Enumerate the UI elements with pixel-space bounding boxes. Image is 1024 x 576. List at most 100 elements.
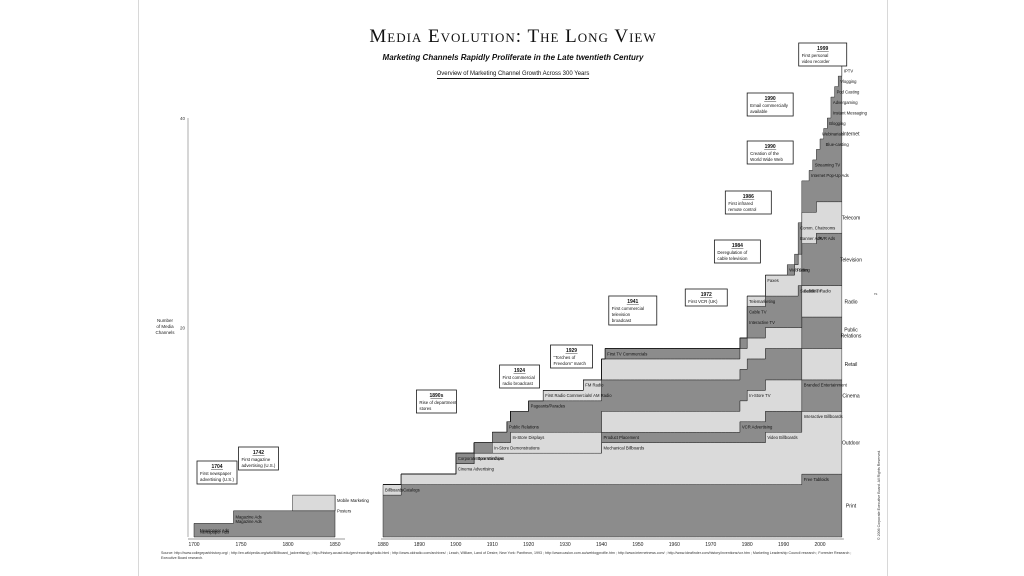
annotation-box [196, 460, 238, 485]
annotation-year: 1890s [429, 393, 443, 399]
x-tick-label: 1940 [596, 542, 607, 548]
annotation-text: remote control [728, 207, 756, 212]
band-name-label: Print [846, 504, 857, 510]
y-tick-label: 20 [180, 326, 186, 331]
band-name-label: Internet [843, 132, 861, 138]
channel-label: In-Store TV [749, 393, 771, 398]
channel-label: Newspaper Ads [200, 529, 229, 534]
x-tick-label: 1970 [705, 542, 716, 548]
channel-label: Cinema Advertising [458, 467, 495, 472]
annotation-box [550, 344, 593, 369]
annotation-text: First magazine [241, 457, 270, 462]
channel-label: In-Store Demonstrations [494, 446, 539, 451]
band-name-label: Retail [845, 362, 858, 368]
overview-caption-text: Overview of Marketing Channel Growth Acr… [436, 71, 590, 79]
channel-label: Magazine Ads [235, 515, 261, 520]
channel-label: Billboards [385, 487, 403, 492]
annotation-box [416, 389, 457, 414]
annotation-year: 1704 [211, 464, 222, 470]
annotation-year: 1990 [765, 96, 776, 102]
channel-label: Internet Pop-Up Ads [811, 173, 849, 178]
annotation-text: Rise of department [419, 400, 457, 405]
band-name-label: Telecom [842, 216, 861, 222]
annotation-text: available [750, 109, 768, 114]
channel-label: VCR Advertising [742, 425, 773, 430]
channel-label: Newspaper Ads [200, 528, 229, 533]
annotation-box [238, 446, 279, 471]
annotation-text: advertising (U.S.) [200, 477, 234, 482]
channel-label: Web Sites [789, 267, 808, 272]
annotation-text: television [612, 312, 631, 317]
annotation-text: stores [419, 406, 432, 411]
channel-label: Pod Casting [837, 89, 860, 94]
annotation-text: First personal [802, 53, 829, 58]
chart-subtitle: Marketing Channels Rapidly Proliferate i… [382, 53, 644, 62]
channel-label: Texting [797, 267, 811, 272]
annotation-text: First commercial [612, 306, 644, 311]
annotation-box [746, 92, 794, 117]
source-note: Source: http://www.collegeparkhistory.or… [161, 551, 852, 560]
x-tick-label: 2000 [814, 542, 825, 548]
channel-label: Product Placement [604, 435, 640, 440]
annotation-year: 1984 [732, 243, 743, 249]
annotation-box [608, 295, 658, 326]
chart-overview-caption: Overview of Marketing Channel Growth Acr… [139, 71, 887, 79]
channel-label: Blue-casting [826, 142, 850, 147]
channel-label: Vlogging [840, 79, 857, 84]
channel-label: Satellite TV [800, 288, 822, 293]
annotation-text: cable television [717, 256, 748, 261]
band-internet [382, 65, 843, 485]
x-tick-label: 1930 [560, 542, 571, 548]
annotation-box [746, 140, 794, 165]
chart-title: Media Evolution: The Long View [369, 26, 657, 47]
annotation-text: video recorder [802, 59, 831, 64]
x-tick-label: 1900 [450, 542, 461, 548]
band-name-label: Television [840, 257, 862, 263]
channel-label: FM Radio [585, 383, 604, 388]
band-print-early [193, 495, 336, 538]
channel-label: Branded Entertainment [804, 383, 848, 388]
slide: Media Evolution: The Long View Marketing… [138, 0, 888, 576]
x-tick-label: 1960 [669, 542, 680, 548]
y-axis-label-line: of Media [156, 324, 174, 329]
x-tick-label: 1890 [414, 542, 425, 548]
channel-label: Cable TV [749, 309, 767, 314]
band-outdoor-early [292, 494, 336, 512]
copyright-note: © 2006 Corporate Executive Board. All Ri… [877, 449, 881, 540]
band-name-label: Cinema [842, 394, 859, 400]
annotation-text: broadcast [612, 318, 632, 323]
annotation-text: Deregulation of [717, 250, 748, 255]
annotation-text: First commercial [503, 375, 535, 380]
y-tick-label: 40 [180, 116, 186, 121]
channel-label: IPTV [844, 68, 854, 73]
channel-label: Mechanical Billboards [604, 446, 645, 451]
annotation-year: 1941 [627, 299, 638, 305]
channel-label: Faxes [767, 278, 778, 283]
x-tick-label: 1750 [235, 542, 246, 548]
annotation-year: 1990 [765, 144, 776, 150]
annotation-year: 1924 [514, 368, 525, 374]
channel-label: Telemarketing [749, 299, 776, 304]
annotation-box [713, 239, 761, 264]
annotation-text: Creation of the [750, 151, 779, 156]
x-tick-label: 1910 [487, 542, 498, 548]
annotation-text: advertising (U.S.) [241, 463, 275, 468]
annotation-text: Email commercially [750, 103, 789, 108]
channel-label: First Radio Commercials/ AM Radio [545, 393, 612, 398]
channel-label: Free Tabloids [804, 477, 829, 482]
channel-label: Webinarials [822, 131, 844, 136]
channel-label: Instant Messaging [833, 110, 868, 115]
annotation-text: radio broadcast [503, 381, 534, 386]
annotation-year: 1929 [566, 348, 577, 354]
y-axis-label-line: Number [157, 318, 174, 323]
x-tick-label: 1990 [778, 542, 789, 548]
channel-label: Interactive TV [749, 320, 775, 325]
channel-label: Pageants/Parades [531, 404, 565, 409]
annotation-box [724, 190, 772, 215]
x-tick-label: 1700 [188, 542, 199, 548]
band-name-label: Relations [841, 334, 862, 340]
band-name-label: Public [844, 328, 858, 334]
annotation-year: 1972 [701, 292, 712, 298]
x-tick-label: 1850 [329, 542, 340, 548]
